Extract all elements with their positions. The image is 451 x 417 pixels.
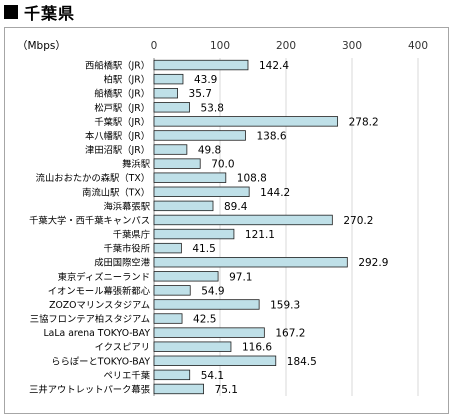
category-label: 本八幡駅（JR）: [85, 130, 150, 142]
data-label: 278.2: [349, 116, 379, 128]
data-label: 116.6: [242, 342, 272, 354]
page-title: 千葉県: [24, 4, 76, 23]
bar: [153, 355, 277, 366]
x-tick-label: 100: [210, 40, 230, 52]
bar: [153, 200, 214, 212]
category-label: 千葉駅（JR）: [94, 116, 150, 128]
category-label: 南流山駅（TX）: [82, 186, 150, 198]
data-label: 159.3: [270, 299, 300, 311]
chart-title: 千葉県: [4, 1, 75, 23]
bar: [153, 313, 183, 324]
bar: [153, 383, 204, 395]
category-label: ららぽーとTOKYO-BAY: [51, 356, 150, 367]
data-label: 70.0: [211, 159, 234, 171]
bar: [153, 369, 191, 381]
square-bullet-icon: [4, 5, 18, 19]
category-label: 三井アウトレットパーク幕張: [29, 383, 150, 395]
bar: [153, 341, 232, 352]
bar: [153, 285, 191, 296]
bar: [153, 271, 219, 282]
chart-frame: [4, 27, 449, 414]
data-label: 54.9: [201, 285, 224, 297]
category-label: 三協フロンテア柏スタジアム: [30, 313, 150, 325]
category-label: 津田沼駅（JR）: [85, 145, 150, 156]
category-label: イオンモール幕張新都心: [48, 285, 150, 297]
category-label: イクスピアリ: [95, 342, 150, 353]
category-label: 東京ディズニーランド: [58, 271, 150, 283]
bar: [153, 144, 188, 155]
bar: [153, 59, 249, 71]
category-label: 柏駅（JR）: [104, 74, 150, 86]
category-label: ZOZOマリンスタジアム: [49, 300, 150, 311]
bar: [153, 214, 333, 226]
data-label: 41.5: [192, 243, 215, 255]
data-label: 292.9: [358, 257, 388, 269]
category-label: 舞浜駅: [122, 159, 150, 170]
category-label: 千葉県庁: [113, 229, 150, 241]
category-label: 船橋駅（JR）: [94, 88, 150, 100]
data-label: 43.9: [194, 74, 217, 86]
data-label: 49.8: [198, 145, 221, 157]
data-label: 167.2: [275, 328, 305, 340]
bar: [153, 102, 190, 113]
bar: [153, 158, 201, 169]
data-label: 54.1: [201, 370, 224, 382]
category-label: 千葉市役所: [104, 243, 151, 255]
data-label: 138.6: [256, 130, 286, 142]
x-tick-label: 300: [342, 40, 362, 52]
data-label: 270.2: [343, 215, 373, 227]
category-label: 千葉大学・西千葉キャンパス: [29, 214, 150, 226]
data-label: 75.1: [215, 384, 238, 396]
bar: [153, 257, 348, 268]
category-label: LaLa arena TOKYO-BAY: [43, 328, 150, 339]
bar: [153, 73, 184, 85]
x-tick-label: 400: [408, 40, 428, 52]
category-label: 流山おおたかの森駅（TX）: [36, 172, 150, 184]
unit-label: （Mbps）: [17, 40, 66, 52]
category-label: 松戸駅（JR）: [94, 102, 150, 114]
bar: [153, 228, 235, 240]
data-label: 89.4: [224, 201, 248, 213]
data-label: 121.1: [245, 229, 275, 241]
bar: [153, 88, 178, 99]
data-label: 53.8: [201, 102, 224, 114]
x-tick-label: 200: [276, 40, 296, 52]
bar: [153, 186, 250, 197]
data-label: 142.4: [259, 60, 289, 72]
category-label: 海浜幕張駅: [104, 200, 151, 212]
data-label: 97.1: [229, 271, 252, 283]
x-tick-label: 0: [151, 40, 158, 52]
bar: [153, 130, 246, 141]
category-label: 成田国際空港: [94, 257, 150, 269]
bar: [153, 172, 227, 183]
data-label: 184.5: [287, 356, 317, 368]
category-label: 西船橋駅（JR）: [85, 60, 150, 72]
bar: [153, 327, 265, 338]
category-label: ペリエ千葉: [104, 369, 151, 381]
data-label: 144.2: [260, 187, 290, 199]
data-label: 35.7: [189, 88, 212, 100]
bar: [153, 116, 339, 127]
data-label: 108.8: [237, 173, 267, 185]
bar: [153, 242, 182, 254]
bar: [153, 299, 260, 310]
data-label: 42.5: [193, 314, 216, 326]
